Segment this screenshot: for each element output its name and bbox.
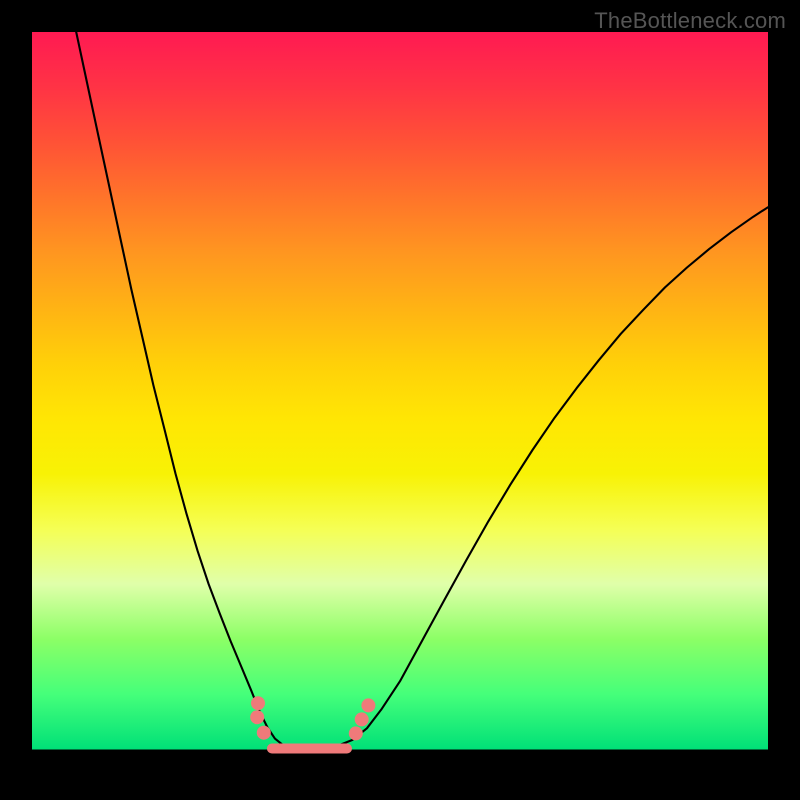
- accent-marker: [355, 712, 369, 726]
- bottleneck-curve: [76, 32, 768, 750]
- watermark-text: TheBottleneck.com: [594, 8, 786, 34]
- accent-marker: [361, 698, 375, 712]
- accent-marker: [349, 726, 363, 740]
- chart-svg: [0, 0, 800, 800]
- accent-marker: [250, 710, 264, 724]
- accent-marker: [257, 726, 271, 740]
- bottom-accent: [250, 696, 375, 748]
- accent-marker: [251, 696, 265, 710]
- chart-container: TheBottleneck.com: [0, 0, 800, 800]
